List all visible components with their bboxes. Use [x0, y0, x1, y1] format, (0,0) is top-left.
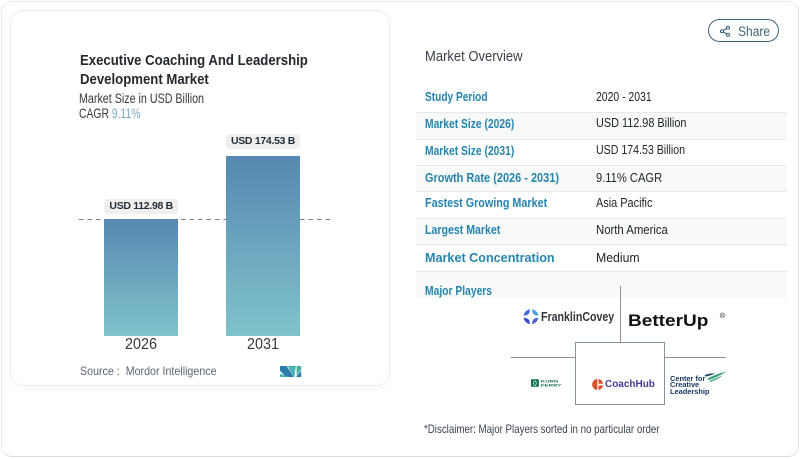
svg-text:FERRY: FERRY [541, 384, 562, 388]
svg-text:KORN: KORN [541, 380, 559, 384]
